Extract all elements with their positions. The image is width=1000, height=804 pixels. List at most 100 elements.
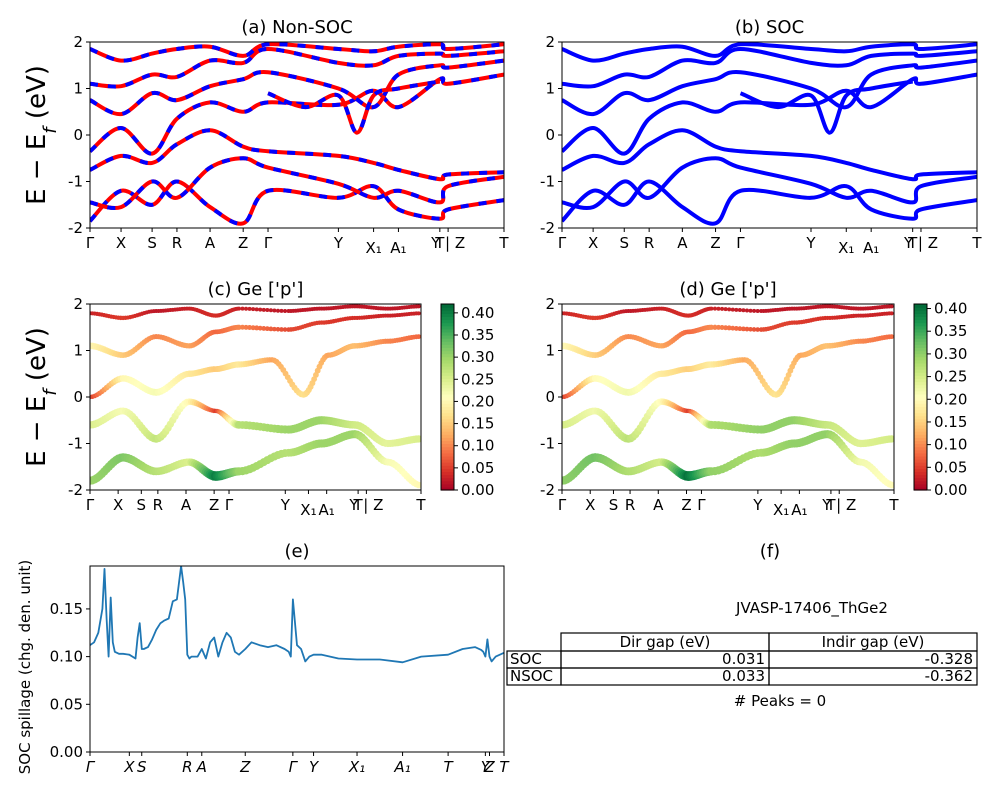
colorbar-segment [914,366,927,370]
band-line-overlay [90,42,504,63]
colorbar-segment [914,316,927,321]
band-line [562,156,977,210]
x-tick-label: T [353,496,364,514]
colorbar-segment [441,468,454,472]
colorbar-segment [441,486,454,491]
colorbar-segment [914,418,927,423]
x-tick-label: T [444,758,455,776]
y-axis-label-part: E − E [22,396,52,467]
colorbar-segment [441,362,454,367]
colorbar-segment [441,415,454,420]
scatter-point [265,308,270,313]
y-tick-label: 1 [545,342,555,360]
colorbar-tick-label: 0.35 [461,326,494,344]
scatter-point [247,306,252,311]
x-tick-label: Γ [264,234,273,252]
scatter-point [272,308,277,313]
scatter-point [239,324,245,330]
colorbar-segment [441,459,454,463]
x-tick-label: T [499,758,510,776]
colorbar-segment [441,313,454,317]
colorbar-segment [441,440,454,445]
colorbar-tick-label: 0.40 [934,300,967,318]
y-axis-label-part: (eV) [22,65,52,127]
x-tick-label: Γ [697,496,706,514]
scatter-point [748,327,753,332]
x-tick-label: A₁ [390,239,406,257]
x-tick-label: Γ [558,496,567,514]
colorbar-segment [914,393,927,398]
x-tick-label: Y | Z [903,234,938,252]
y-axis-label-part: f [40,125,61,134]
band-lines [562,42,977,226]
colorbar-segment [441,471,454,476]
panel-f-title: (f) [760,541,780,562]
table-row-label-nsoc: NSOC [510,667,553,685]
colorbar-tick-label: 0.40 [461,304,494,322]
colorbar-segment [914,400,927,404]
colorbar-segment [914,403,927,407]
scatter-point [733,326,739,331]
colorbar-segment [914,310,927,314]
colorbar-segment [441,431,454,435]
colorbar-tick-label: 0.05 [461,459,494,477]
x-tick-label: X₁ [838,239,854,257]
scatter-point [889,334,894,340]
scatter-point [889,304,894,309]
colorbar-segment [914,319,927,324]
x-tick-label: R [644,234,654,252]
band-line [739,79,914,135]
band-line [562,46,977,89]
x-tick-label: Γ [736,234,745,252]
y-tick-label: 2 [545,295,555,313]
colorbar-segment [914,459,927,463]
y-tick-label: 2 [73,295,83,313]
band-line-overlay [90,179,504,226]
colorbar-segment [914,328,927,333]
x-tick-label: Y [280,496,291,514]
colorbar-segment [441,443,454,448]
colorbar-tick-label: 0.05 [934,458,967,476]
scatter-point [751,327,757,332]
colorbar-segment [441,375,454,379]
x-tick-label: Γ [86,758,96,776]
panel-title: (d) Ge ['p'] [679,279,776,300]
scatter-point [275,308,280,313]
band-line [90,128,504,182]
x-tick-label: A₁ [863,239,879,257]
x-tick-label: A₁ [393,758,410,776]
x-tick-label: S [619,234,629,252]
x-tick-label: Y [333,234,344,252]
scatter-point [247,325,253,331]
colorbar-segment [914,406,927,410]
y-axis-label: SOC spillage (chg. den. unit) [16,560,34,775]
table-cell [768,667,978,686]
colorbar-segment [914,347,927,352]
colorbar-segment [441,319,454,324]
x-tick-label: S [137,758,147,776]
y-tick-label: -2 [68,219,83,237]
y-tick-label: 0.15 [50,600,83,618]
spillage-series [90,566,504,664]
colorbar-tick-label: 0.00 [934,481,967,499]
colorbar-segment [441,369,454,373]
material-id: JVASP-17406_ThGe2 [735,599,888,618]
y-tick-label: 1 [73,342,83,360]
colorbar-tick-label: 0.25 [934,368,967,386]
colorbar-segment [914,350,927,355]
colorbar-segment [441,366,454,370]
colorbar-segment [914,375,927,379]
x-tick-label: A₁ [791,501,807,519]
scatter-point [275,327,281,332]
colorbar-segment [441,378,454,383]
x-tick-label: S [147,234,157,252]
colorbar-segment [441,434,454,438]
scatter-point [414,435,421,443]
colorbar-segment [914,344,927,348]
colorbar-segment [914,474,927,479]
x-tick-label: X₁ [348,758,365,776]
scatter-point [748,308,753,313]
x-tick-label: T [907,234,918,252]
panel-title: (b) SOC [735,17,804,38]
colorbar-tick-label: 0.35 [934,322,967,340]
